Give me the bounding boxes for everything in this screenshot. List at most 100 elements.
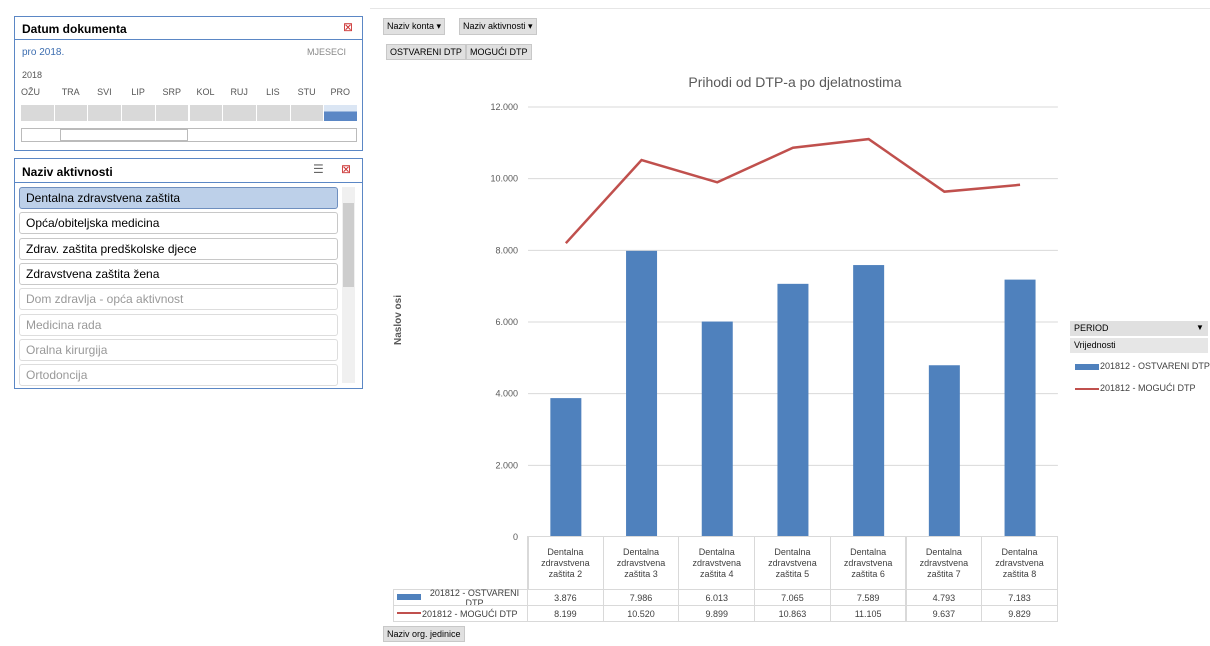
legend-line-key xyxy=(397,612,421,614)
top-border xyxy=(370,8,1210,9)
month-cell[interactable] xyxy=(223,105,256,121)
scroll-thumb[interactable] xyxy=(60,129,188,141)
value-cell: 7.183 xyxy=(981,589,1058,606)
y-tick-label: 2.000 xyxy=(495,460,518,470)
value-cell: 11.105 xyxy=(829,605,907,622)
legend-arrow: ▼ xyxy=(1196,323,1204,332)
y-tick-label: 10.000 xyxy=(490,174,518,184)
filter-button[interactable]: Naziv aktivnosti ▾ xyxy=(459,18,537,35)
slicer-title: Datum dokumenta xyxy=(22,22,127,36)
slicer-item[interactable]: Dentalna zdravstvena zaštita xyxy=(19,187,338,209)
slicer-item[interactable]: Ortodoncija xyxy=(19,364,338,387)
bar xyxy=(777,283,809,537)
slicer-item[interactable]: Medicina rada xyxy=(19,313,338,336)
selection: pro 2018. xyxy=(22,47,65,58)
value-cell: 3.876 xyxy=(527,589,604,606)
title-rule xyxy=(15,39,362,40)
slicer-item[interactable]: Dom zdravlja - opća aktivnost xyxy=(19,288,338,311)
title-rule xyxy=(15,182,362,183)
value-cell: 10.863 xyxy=(754,605,831,622)
level-dropdown[interactable]: MJESECI xyxy=(307,47,347,57)
legend-header: Vrijednosti xyxy=(1070,338,1208,353)
filter-button[interactable]: Naziv konta ▾ xyxy=(383,18,446,35)
y-tick-label: 12.000 xyxy=(490,102,518,112)
year: 2018 xyxy=(22,70,43,80)
month-label: SRP xyxy=(162,87,182,97)
y-tick-label: 6.000 xyxy=(495,317,518,327)
category-cell: Dentalna zdravstvena zaštita 2 xyxy=(527,536,604,590)
month-cell[interactable] xyxy=(88,105,122,121)
activity-slicer: Naziv aktivnosti ☰ ⊠ Dentalna zdravstvena z… xyxy=(14,158,363,389)
month-cell[interactable] xyxy=(122,105,155,121)
value-cell: 7.589 xyxy=(829,589,907,606)
category-cell: Dentalna zdravstvena zaštita 5 xyxy=(754,536,831,590)
item-scroll-thumb[interactable] xyxy=(343,203,354,287)
legend-bar-key xyxy=(397,594,421,600)
value-cell: 7.065 xyxy=(754,589,831,606)
line xyxy=(564,137,1021,245)
legend-field[interactable]: PERIOD ▼ xyxy=(1070,321,1208,336)
value-button[interactable]: OSTVARENI DTP xyxy=(386,44,466,60)
month-label: LIP xyxy=(131,87,145,97)
value-cell: 4.793 xyxy=(905,589,983,606)
slicer-title: Naziv aktivnosti xyxy=(22,165,113,179)
value-cell: 9.829 xyxy=(981,605,1058,622)
legend-label: 201812 - OSTVARENI DTP xyxy=(1100,361,1210,371)
month-label: PRO xyxy=(330,87,351,97)
bar xyxy=(928,365,960,537)
y-tick-label: 0 xyxy=(513,532,518,542)
table-corner xyxy=(528,537,529,590)
slicer-item[interactable]: Zdrav. zaštita predškolske djece xyxy=(19,237,338,260)
value-cell: 9.637 xyxy=(905,605,983,622)
legend-key xyxy=(1075,364,1099,370)
value-cell: 6.013 xyxy=(678,589,756,606)
y-tick-label: 8.000 xyxy=(495,245,518,255)
month-cell[interactable] xyxy=(290,105,324,121)
value-cell: 10.520 xyxy=(602,605,680,622)
month-cell[interactable] xyxy=(155,105,189,121)
bar xyxy=(626,250,658,537)
bar xyxy=(1004,279,1036,537)
category-cell: Dentalna zdravstvena zaštita 8 xyxy=(981,536,1058,590)
category-cell: Dentalna zdravstvena zaštita 4 xyxy=(678,536,756,590)
bar xyxy=(701,321,733,537)
table-legend-cell: 201812 - MOGUĆI DTP xyxy=(393,605,528,622)
value-cell: 8.199 xyxy=(527,605,604,622)
multi-select[interactable]: ☰ xyxy=(313,162,324,176)
slicer-clear[interactable]: ⊠ xyxy=(341,162,352,176)
bar xyxy=(550,398,582,537)
month-label: SVI xyxy=(97,87,112,97)
slicer-item[interactable]: Opća/obiteljska medicina xyxy=(19,212,338,235)
category-cell: Dentalna zdravstvena zaštita 3 xyxy=(602,536,680,590)
axis-button[interactable]: Naziv org. jedinice xyxy=(383,626,465,642)
table-legend-cell: 201812 - OSTVARENI DTP xyxy=(393,588,528,608)
y-tick-label: 4.000 xyxy=(495,389,518,399)
value-cell: 7.986 xyxy=(602,589,680,606)
month-label: LIS xyxy=(266,87,280,97)
month-label: STU xyxy=(297,87,316,97)
chart-title: Prihodi od DTP-a po djelatnostima xyxy=(688,74,901,90)
bar xyxy=(853,265,885,537)
date-slicer: Datum dokumenta ⊠ pro 2018. MJESECI 2018 OŽU T… xyxy=(14,16,363,151)
month-label: TRA xyxy=(61,87,80,97)
value-cell: 9.899 xyxy=(678,605,756,622)
slicer-clear[interactable]: ⊠ xyxy=(343,20,354,34)
y-axis-title: Naslov osi xyxy=(393,295,404,345)
month-cell[interactable] xyxy=(256,105,290,121)
scrollbar xyxy=(21,128,357,142)
month-cell[interactable] xyxy=(189,105,223,121)
month-cell[interactable] xyxy=(21,105,54,121)
month-cell[interactable] xyxy=(54,105,88,121)
slicer-item[interactable]: Oralna kirurgija xyxy=(19,338,338,361)
month-label: OŽU xyxy=(21,87,40,97)
value-button[interactable]: MOGUĆI DTP xyxy=(466,44,532,60)
legend-label: 201812 - MOGUĆI DTP xyxy=(1100,383,1196,393)
month-cell[interactable] xyxy=(324,105,357,121)
month-label: KOL xyxy=(196,87,215,97)
category-cell: Dentalna zdravstvena zaštita 7 xyxy=(905,536,983,590)
month-label: RUJ xyxy=(230,87,248,97)
slicer-item[interactable]: Zdravstvena zaštita žena xyxy=(19,262,338,285)
legend-key xyxy=(1075,388,1099,390)
category-cell: Dentalna zdravstvena zaštita 6 xyxy=(829,536,907,590)
